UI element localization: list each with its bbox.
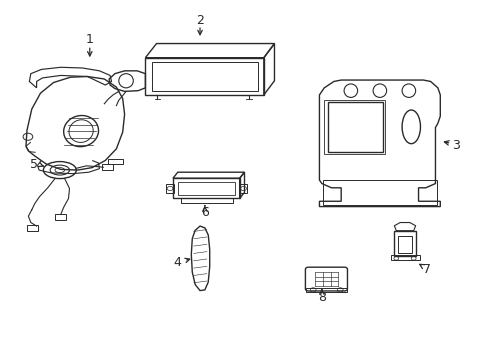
- Bar: [102, 165, 113, 170]
- Bar: [27, 225, 38, 231]
- Bar: [390, 256, 419, 260]
- Text: 6: 6: [201, 206, 208, 219]
- Text: 2: 2: [196, 14, 203, 27]
- Bar: [178, 182, 234, 195]
- Bar: [324, 100, 384, 154]
- Bar: [151, 62, 258, 91]
- Text: 1: 1: [86, 33, 94, 46]
- Bar: [108, 159, 122, 164]
- Bar: [393, 231, 415, 256]
- Text: 4: 4: [173, 256, 181, 269]
- Bar: [327, 102, 383, 152]
- Bar: [55, 214, 65, 220]
- Bar: [239, 184, 247, 193]
- Bar: [397, 237, 411, 253]
- Text: 8: 8: [317, 291, 325, 304]
- Text: 3: 3: [451, 139, 459, 152]
- Bar: [166, 184, 174, 193]
- Bar: [306, 288, 346, 292]
- Text: 5: 5: [30, 158, 38, 171]
- Text: 7: 7: [423, 263, 430, 276]
